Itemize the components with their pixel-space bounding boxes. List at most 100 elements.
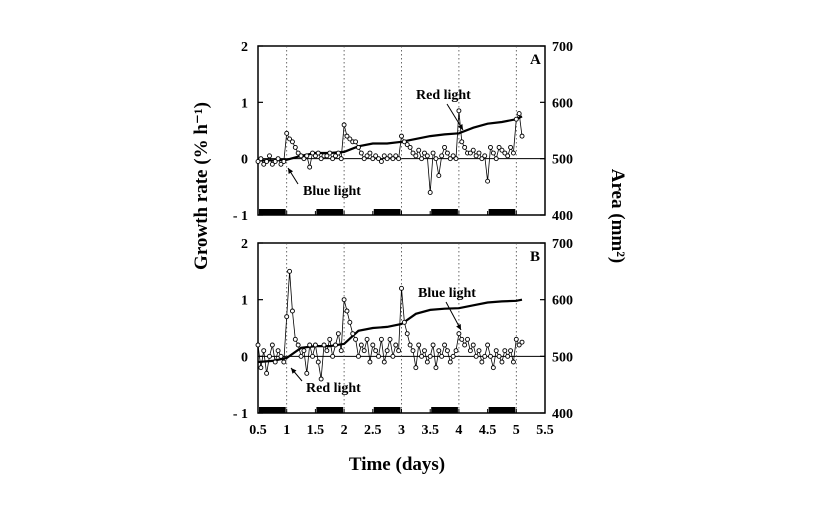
growth-rate-point-b <box>315 359 321 365</box>
x-tick-label: 1.5 <box>307 423 325 438</box>
growth-rate-point-b <box>404 331 410 337</box>
growth-rate-point-a <box>447 156 453 162</box>
growth-rate-point-b <box>459 336 465 342</box>
y-tick-label-left-b: 2 <box>241 237 248 252</box>
growth-rate-point-b <box>356 353 361 359</box>
growth-rate-point-b <box>284 314 290 320</box>
dark-period-bar-a <box>373 209 401 215</box>
growth-rate-point-a <box>470 147 476 153</box>
growth-rate-point-a <box>456 108 462 114</box>
annotation-label: Red light <box>306 381 361 396</box>
growth-rate-point-b <box>287 268 293 274</box>
growth-rate-point-b <box>519 339 525 345</box>
growth-rate-point-a <box>356 144 361 150</box>
growth-rate-point-a <box>255 159 261 164</box>
growth-rate-point-a <box>333 153 338 159</box>
growth-rate-point-b <box>264 370 270 376</box>
growth-rate-point-b <box>453 348 459 354</box>
growth-rate-point-a <box>315 150 321 156</box>
annotation-label: Red light <box>416 88 471 103</box>
growth-rate-point-a <box>295 150 301 156</box>
growth-rate-point-b <box>482 353 488 359</box>
x-tick-label: 2 <box>341 423 348 438</box>
growth-rate-point-a <box>502 150 508 156</box>
growth-rate-point-a <box>361 156 367 162</box>
growth-rate-point-a <box>287 136 293 142</box>
growth-rate-point-a <box>444 150 450 156</box>
area-series-line-a <box>258 115 523 162</box>
annotation-label: Blue light <box>303 184 361 199</box>
dark-period-bar-a <box>259 209 286 215</box>
x-tick-label: 2.5 <box>364 423 382 438</box>
x-axis-label: Time (days) <box>349 454 445 475</box>
growth-rate-point-a <box>304 153 310 159</box>
growth-rate-point-b <box>281 359 287 365</box>
growth-rate-point-a <box>442 144 447 150</box>
growth-rate-point-a <box>419 156 425 162</box>
growth-rate-point-a <box>312 153 318 159</box>
growth-rate-point-a <box>378 159 384 164</box>
growth-rate-point-b <box>272 359 278 365</box>
dark-period-bar-b <box>259 407 286 413</box>
growth-rate-point-b <box>269 342 275 348</box>
growth-rate-point-b <box>330 353 336 359</box>
growth-rate-point-a <box>413 153 419 159</box>
growth-rate-point-a <box>318 156 324 162</box>
growth-rate-point-a <box>358 150 364 156</box>
growth-rate-point-b <box>344 308 350 314</box>
growth-rate-point-a <box>344 133 350 139</box>
growth-rate-point-b <box>373 348 379 354</box>
growth-rate-point-a <box>335 150 341 156</box>
growth-rate-point-b <box>422 348 427 354</box>
growth-rate-point-b <box>384 348 390 354</box>
growth-rate-point-b <box>470 342 476 348</box>
growth-rate-point-a <box>450 153 456 159</box>
growth-rate-point-a <box>433 156 439 162</box>
x-tick-label: 4 <box>455 423 462 438</box>
growth-rate-point-b <box>289 308 295 314</box>
annotation-arrowhead <box>456 324 461 330</box>
growth-rate-point-b <box>490 365 496 371</box>
growth-rate-point-b <box>473 353 479 359</box>
x-tick-label: 5.5 <box>536 423 554 438</box>
growth-rate-point-b <box>304 370 310 376</box>
growth-rate-point-a <box>367 150 373 156</box>
growth-rate-point-b <box>267 353 272 359</box>
growth-rate-point-b <box>499 359 505 365</box>
y-tick-label-right-a: 400 <box>552 209 573 224</box>
y-tick-label-left-b: 1 <box>241 294 248 309</box>
area-series-line-b <box>257 298 523 364</box>
growth-rate-point-a <box>513 116 519 122</box>
growth-rate-point-b <box>479 359 485 365</box>
y-tick-label-left-a: - 1 <box>233 209 248 224</box>
y-tick-label-right-b: 400 <box>552 407 573 422</box>
dark-period-bar-b <box>431 407 458 413</box>
growth-rate-point-a <box>364 153 370 159</box>
growth-rate-point-b <box>416 342 422 348</box>
growth-rate-point-b <box>278 353 284 359</box>
growth-rate-point-a <box>404 142 410 148</box>
y-tick-label-left-a: 1 <box>241 96 248 111</box>
growth-rate-point-b <box>488 353 493 359</box>
growth-rate-point-a <box>473 153 479 159</box>
growth-rate-point-b <box>399 285 404 291</box>
growth-rate-point-b <box>505 353 511 359</box>
growth-rate-point-a <box>330 156 336 162</box>
growth-rate-point-a <box>301 156 307 162</box>
growth-rate-point-b <box>335 331 341 337</box>
growth-rate-point-a <box>401 139 407 145</box>
growth-rate-point-b <box>476 348 482 354</box>
y-tick-label-right-a: 700 <box>552 40 573 55</box>
growth-rate-point-b <box>390 353 396 359</box>
growth-rate-point-a <box>407 144 413 150</box>
growth-rate-point-b <box>410 348 416 354</box>
growth-rate-point-b <box>450 353 456 359</box>
growth-rate-point-a <box>258 156 264 162</box>
growth-rate-point-a <box>482 153 488 159</box>
growth-rate-point-a <box>393 153 399 159</box>
annotation-arrowhead <box>457 124 463 130</box>
dark-period-bar-a <box>431 209 458 215</box>
growth-rate-point-a <box>298 153 304 159</box>
growth-rate-point-a <box>307 164 313 170</box>
